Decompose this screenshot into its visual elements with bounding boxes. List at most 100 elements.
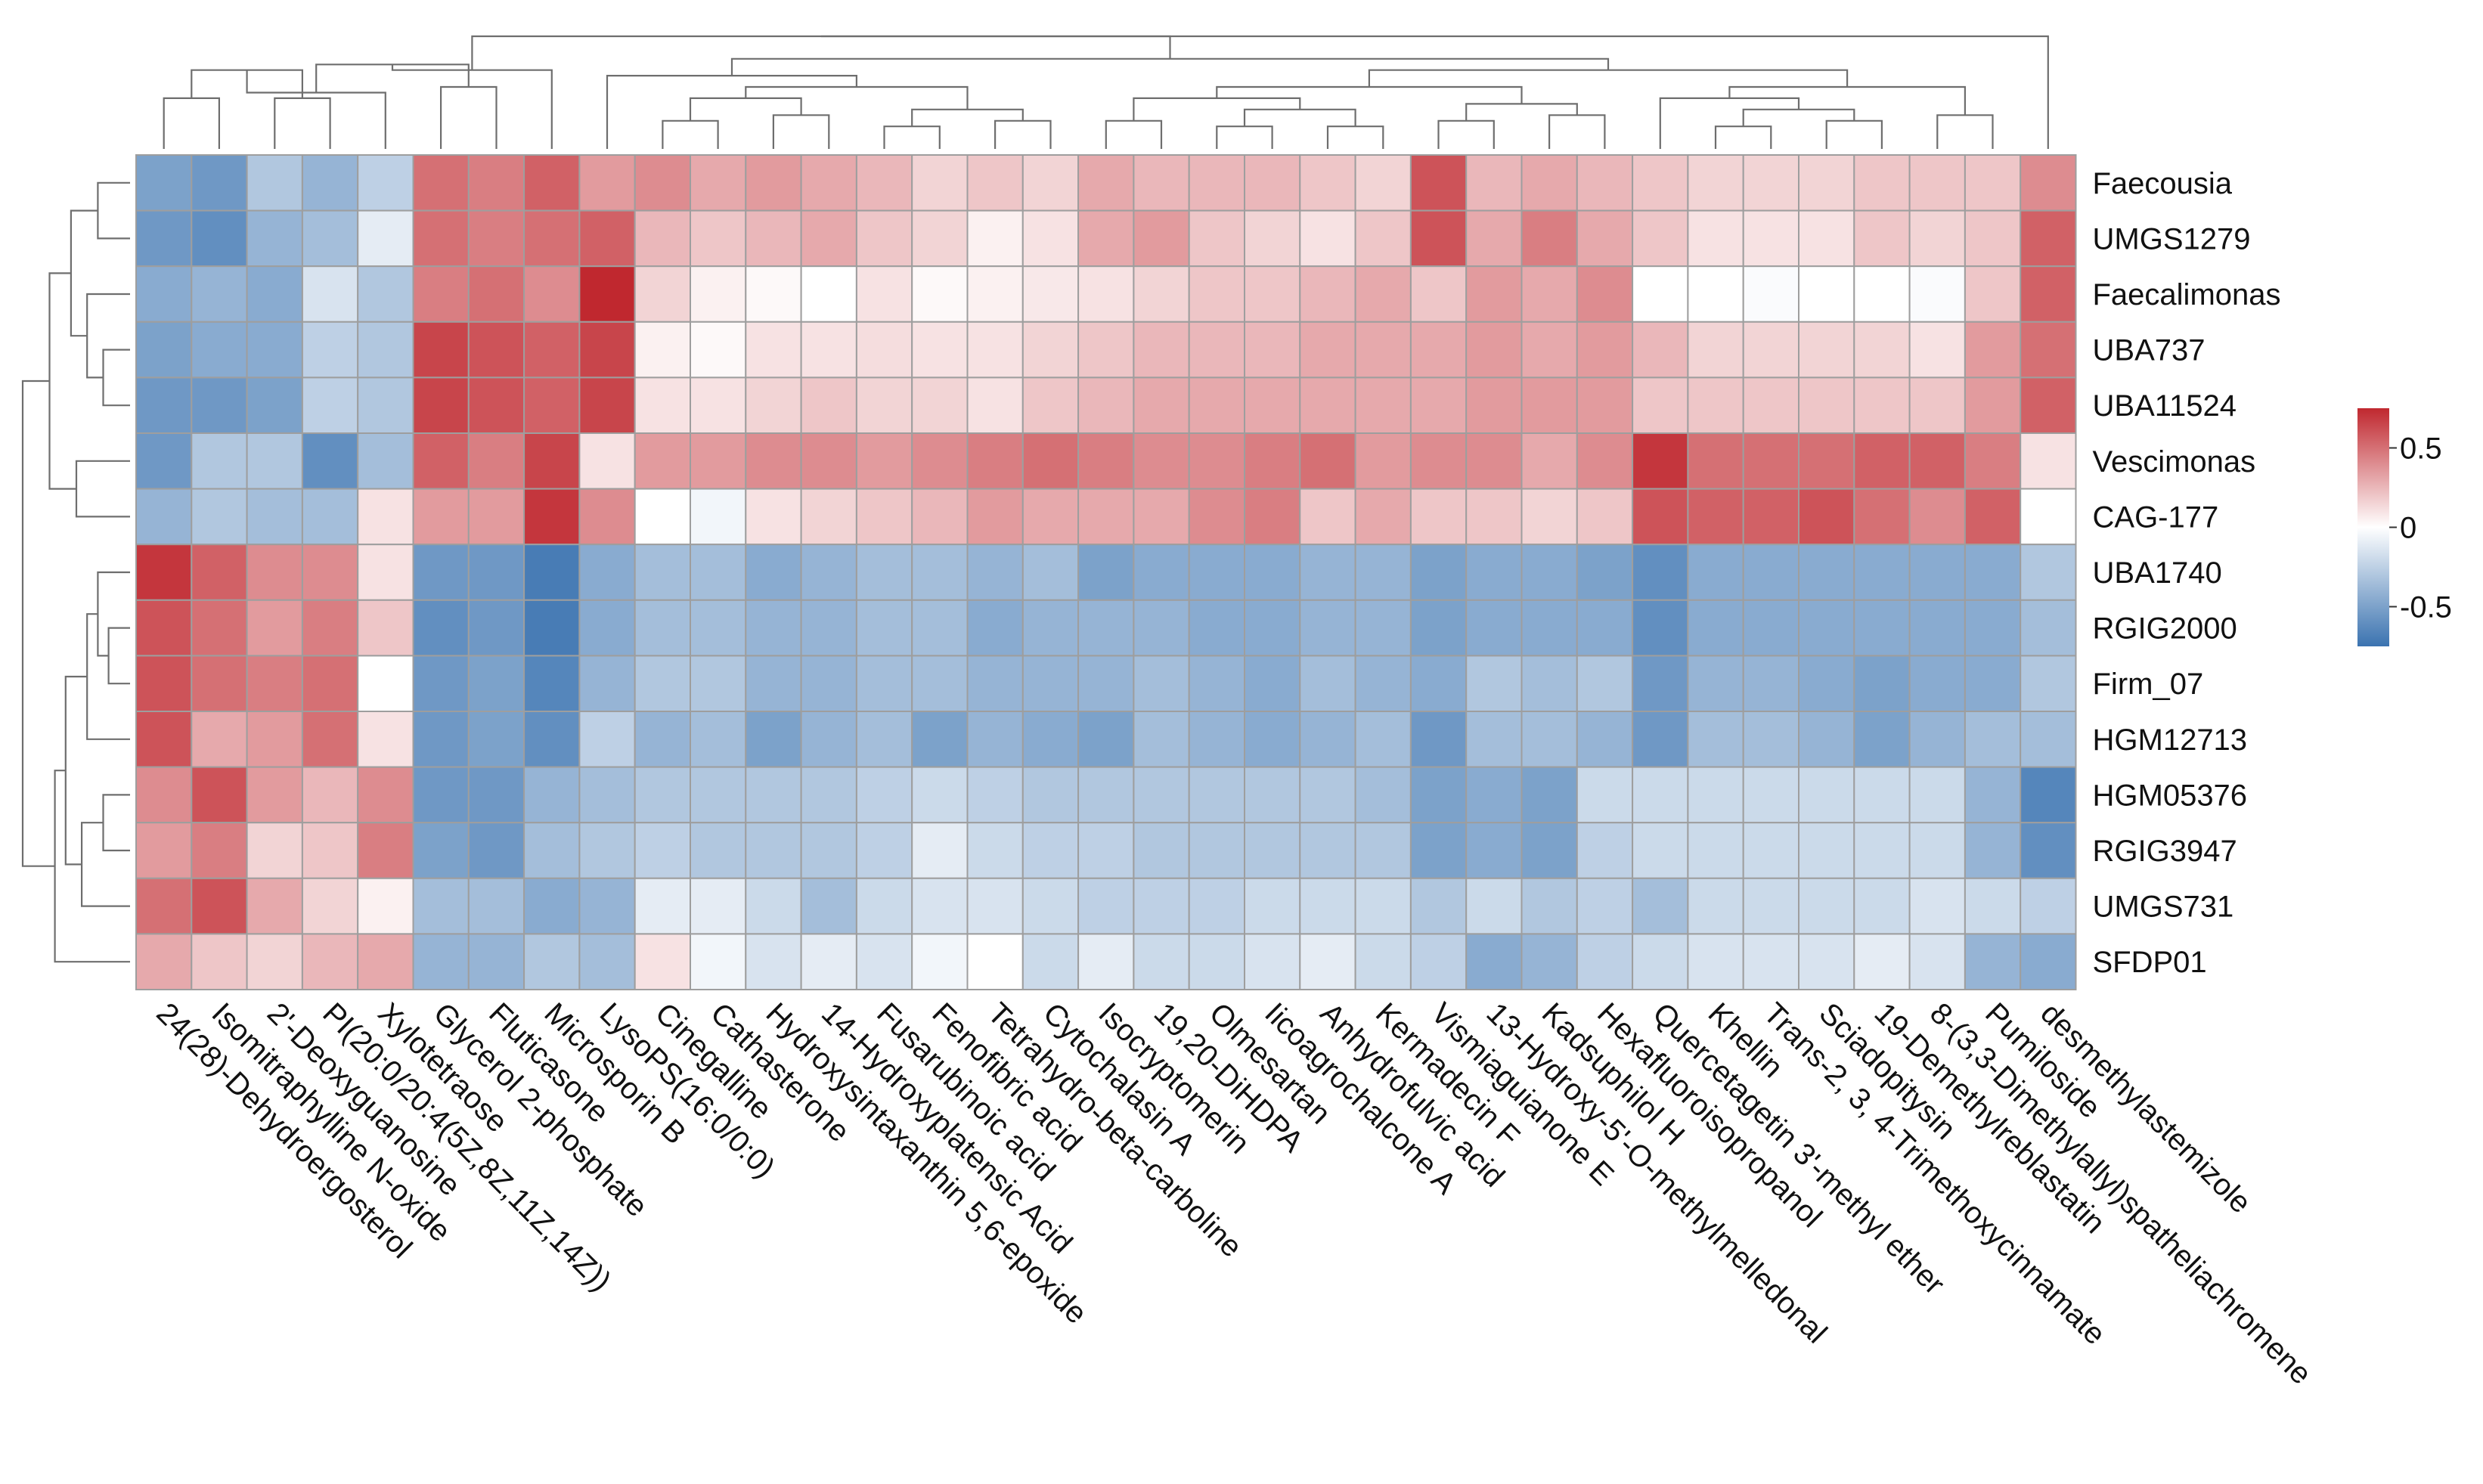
heatmap-cell bbox=[1077, 432, 1135, 490]
heatmap-cell bbox=[855, 933, 913, 991]
heatmap-cell bbox=[135, 376, 193, 434]
heatmap-cell bbox=[1742, 488, 1799, 546]
heatmap-cell bbox=[745, 209, 802, 268]
heatmap-cell bbox=[911, 766, 969, 824]
heatmap-cell bbox=[690, 599, 747, 657]
heatmap-cell bbox=[357, 544, 414, 601]
heatmap-cell bbox=[246, 822, 303, 879]
heatmap-cell bbox=[1021, 376, 1080, 434]
heatmap-cell bbox=[1687, 766, 1744, 824]
heatmap-cell bbox=[1188, 432, 1245, 490]
heatmap-cell bbox=[1632, 432, 1689, 490]
heatmap-cell bbox=[1188, 376, 1245, 434]
heatmap-cell bbox=[745, 488, 802, 546]
row-label: Firm_07 bbox=[2093, 668, 2204, 701]
heatmap-cell bbox=[1021, 265, 1080, 323]
heatmap-cell bbox=[911, 209, 969, 268]
heatmap-cell bbox=[1409, 376, 1468, 434]
heatmap-cell bbox=[1853, 877, 1911, 935]
heatmap-cell bbox=[1520, 376, 1578, 434]
heatmap-cell bbox=[1244, 209, 1301, 268]
heatmap-cell bbox=[1964, 599, 2022, 657]
heatmap-cell bbox=[1133, 711, 1190, 768]
heatmap-cell bbox=[855, 766, 913, 824]
heatmap-cell bbox=[301, 711, 359, 768]
heatmap-cell bbox=[1077, 209, 1135, 268]
heatmap-cell bbox=[911, 822, 969, 879]
heatmap-cell bbox=[966, 877, 1024, 935]
heatmap-cell bbox=[1853, 321, 1911, 379]
heatmap-cell bbox=[191, 432, 248, 490]
heatmap-cell bbox=[1409, 599, 1468, 657]
heatmap-cell bbox=[690, 488, 747, 546]
heatmap-cell bbox=[745, 376, 802, 434]
heatmap-cell bbox=[135, 877, 193, 935]
heatmap-cell bbox=[578, 321, 636, 379]
heatmap-cell bbox=[634, 711, 692, 768]
heatmap-cell bbox=[800, 432, 857, 490]
heatmap-cell bbox=[1299, 544, 1356, 601]
heatmap-cell bbox=[412, 376, 470, 434]
heatmap-cell bbox=[135, 544, 193, 601]
row-label: Faecousia bbox=[2093, 167, 2233, 200]
heatmap-cell bbox=[1632, 209, 1689, 268]
dendrogram-branch bbox=[1742, 108, 1855, 127]
heatmap-cell bbox=[301, 544, 359, 601]
heatmap-cell bbox=[578, 822, 636, 879]
dendrogram-branch bbox=[471, 35, 1171, 70]
heatmap-cell bbox=[1133, 321, 1190, 379]
heatmap-cell bbox=[412, 488, 470, 546]
legend-tick-label: 0 bbox=[2400, 512, 2416, 545]
heatmap-cell bbox=[800, 209, 857, 268]
heatmap-cell bbox=[412, 599, 470, 657]
heatmap-cell bbox=[1576, 933, 1634, 991]
heatmap-cell bbox=[1632, 599, 1689, 657]
heatmap-cell bbox=[246, 376, 303, 434]
heatmap-cell bbox=[1632, 711, 1689, 768]
heatmap-cell bbox=[1021, 544, 1080, 601]
dendrogram-branch bbox=[883, 125, 941, 149]
heatmap-cell bbox=[1687, 321, 1744, 379]
heatmap-cell bbox=[523, 544, 581, 601]
heatmap-cell bbox=[1964, 209, 2022, 268]
heatmap-cell bbox=[1354, 711, 1412, 768]
heatmap-cell bbox=[357, 655, 414, 713]
heatmap-cell bbox=[1853, 544, 1911, 601]
heatmap-cell bbox=[1354, 544, 1412, 601]
heatmap-cell bbox=[1354, 432, 1412, 490]
dendrogram-branch bbox=[81, 822, 130, 907]
heatmap-cell bbox=[246, 544, 303, 601]
heatmap-cell bbox=[1465, 877, 1523, 935]
heatmap-cell bbox=[523, 711, 581, 768]
heatmap-cell bbox=[1188, 488, 1245, 546]
heatmap-cell bbox=[1798, 376, 1855, 434]
dendrogram-branch bbox=[1728, 85, 1966, 116]
heatmap-cell bbox=[1742, 265, 1799, 323]
heatmap-cell bbox=[1798, 766, 1855, 824]
dendrogram-branch bbox=[1548, 114, 1606, 149]
heatmap-cell bbox=[1244, 544, 1301, 601]
heatmap-cell bbox=[1908, 599, 1966, 657]
heatmap-cell bbox=[1465, 655, 1523, 713]
heatmap-cell bbox=[1354, 822, 1412, 879]
heatmap-cell bbox=[246, 321, 303, 379]
heatmap-cell bbox=[1021, 321, 1080, 379]
heatmap-cell bbox=[1520, 432, 1578, 490]
heatmap-cell bbox=[690, 321, 747, 379]
heatmap-cell bbox=[1520, 766, 1578, 824]
heatmap-cell bbox=[1133, 877, 1190, 935]
heatmap-cell bbox=[1133, 599, 1190, 657]
heatmap-cell bbox=[1354, 209, 1412, 268]
heatmap-cell bbox=[135, 432, 193, 490]
heatmap-cell bbox=[966, 432, 1024, 490]
heatmap-cell bbox=[911, 655, 969, 713]
heatmap-cell bbox=[246, 432, 303, 490]
heatmap-cell bbox=[1077, 376, 1135, 434]
heatmap-cell bbox=[690, 209, 747, 268]
heatmap-cell bbox=[1632, 877, 1689, 935]
heatmap-cell bbox=[966, 544, 1024, 601]
heatmap-cell bbox=[1520, 209, 1578, 268]
heatmap-cell bbox=[1908, 154, 1966, 212]
dendrogram-branch bbox=[1105, 119, 1163, 149]
heatmap-cell bbox=[1964, 933, 2022, 991]
